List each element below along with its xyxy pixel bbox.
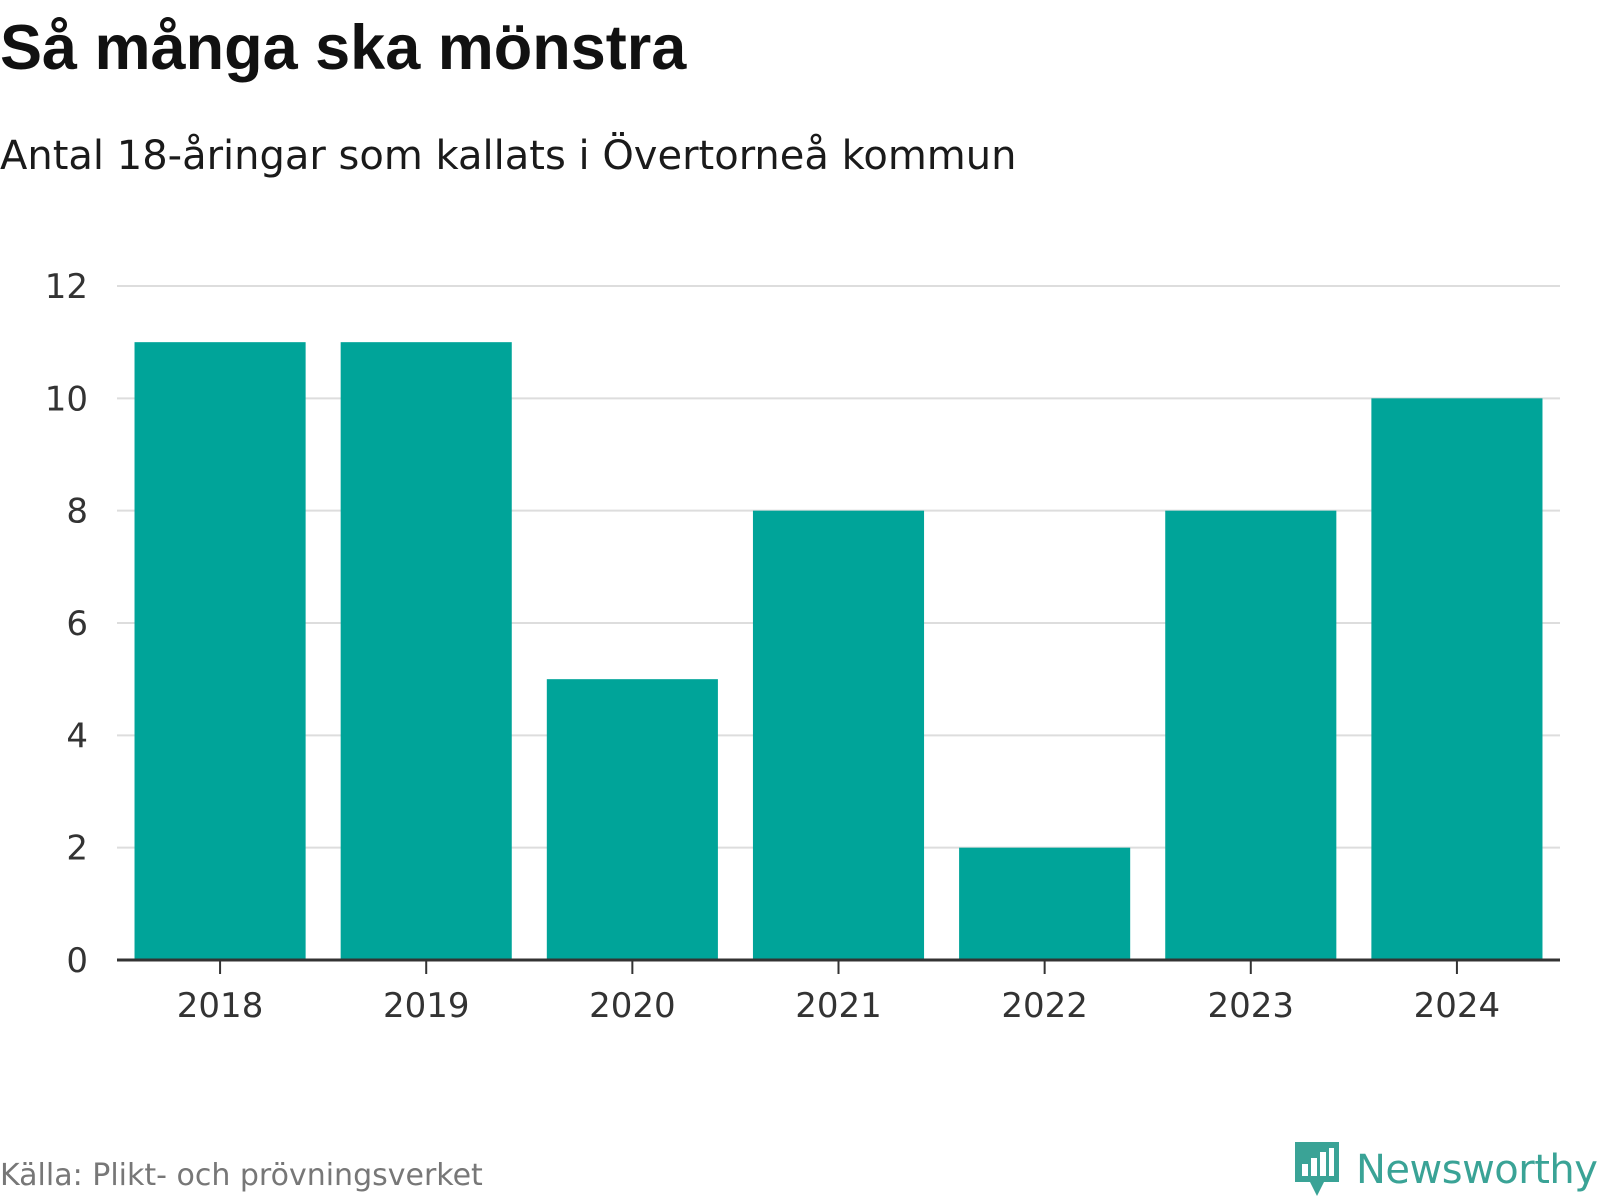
x-tick-label: 2023 xyxy=(1208,986,1295,1026)
bar-2018 xyxy=(134,342,306,961)
x-tick-label: 2020 xyxy=(589,986,676,1026)
bar-2021 xyxy=(752,510,925,960)
chart-title: Så många ska mönstra xyxy=(0,13,687,83)
bar-2024 xyxy=(1371,398,1543,960)
bar-2020 xyxy=(546,679,718,960)
x-axis-labels: 2018 2019 2020 2021 2022 2023 2024 xyxy=(177,986,1500,1026)
x-axis xyxy=(117,958,1560,974)
y-tick-label: 6 xyxy=(66,604,88,644)
y-axis-labels: 0 2 4 6 8 10 12 xyxy=(45,267,88,981)
y-tick-label: 2 xyxy=(66,829,88,869)
x-tick-label: 2022 xyxy=(1001,986,1088,1026)
newsworthy-icon xyxy=(1295,1142,1339,1196)
y-tick-label: 8 xyxy=(66,492,88,532)
bar-2022 xyxy=(959,847,1131,960)
bar-2023 xyxy=(1165,510,1337,960)
brand-name: Newsworthy xyxy=(1356,1147,1598,1193)
x-tick-label: 2021 xyxy=(795,986,882,1026)
y-tick-label: 12 xyxy=(45,267,88,307)
y-tick-label: 0 xyxy=(66,941,88,981)
newsworthy-logo[interactable]: Newsworthy xyxy=(1292,1140,1598,1200)
x-tick-label: 2024 xyxy=(1414,986,1501,1026)
chart-subtitle: Antal 18-åringar som kallats i Övertorne… xyxy=(0,133,1017,179)
source-note: Källa: Plikt- och prövningsverket xyxy=(0,1158,483,1193)
bar-2019 xyxy=(340,342,512,961)
y-tick-label: 4 xyxy=(66,716,88,756)
y-tick-label: 10 xyxy=(45,379,88,419)
bars xyxy=(134,342,1543,961)
x-tick-label: 2019 xyxy=(383,986,470,1026)
x-tick-label: 2018 xyxy=(177,986,264,1026)
